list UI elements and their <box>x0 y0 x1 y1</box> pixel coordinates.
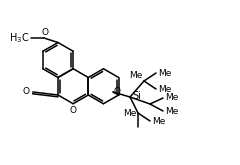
Text: O: O <box>42 28 48 37</box>
Text: O: O <box>70 106 77 115</box>
Text: O: O <box>114 86 121 96</box>
Text: Me: Me <box>130 71 143 80</box>
Text: Me: Me <box>158 84 171 94</box>
Text: H$_3$C: H$_3$C <box>9 31 29 45</box>
Text: O: O <box>22 86 29 96</box>
Text: Si: Si <box>132 91 141 101</box>
Text: Me: Me <box>124 109 137 117</box>
Text: Me: Me <box>158 68 171 78</box>
Text: Me: Me <box>152 116 165 126</box>
Text: Me: Me <box>165 94 178 102</box>
Text: Me: Me <box>165 106 178 115</box>
